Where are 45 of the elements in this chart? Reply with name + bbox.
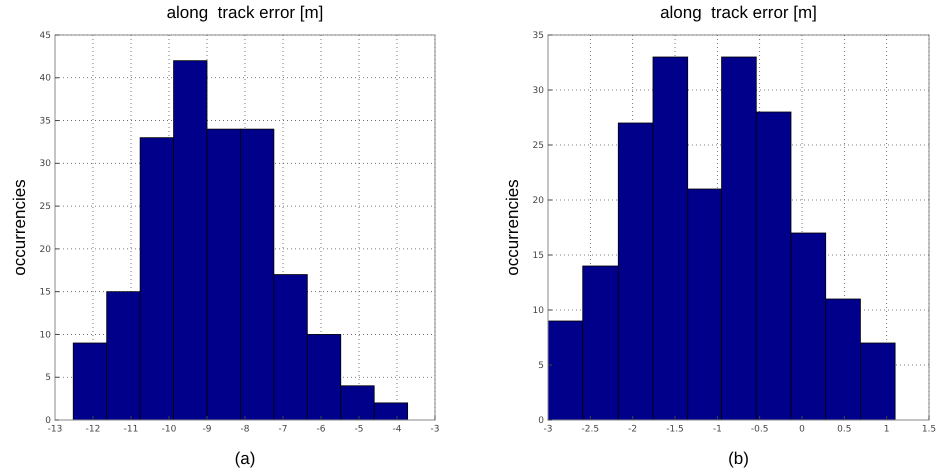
x-tick-label: -2 (628, 424, 638, 434)
x-tick-label: -13 (48, 424, 62, 434)
x-tick-label: 0 (799, 424, 806, 434)
y-tick-label: 10 (532, 306, 544, 316)
x-axis-title: (a) (234, 449, 256, 468)
y-tick-label: 10 (40, 330, 52, 340)
y-tick-label: 25 (40, 202, 51, 212)
y-tick-label: 15 (532, 250, 544, 261)
y-tick-label: 35 (40, 116, 51, 126)
y-tick-label: 40 (40, 74, 52, 84)
y-tick-label: 0 (45, 416, 52, 426)
y-tick-label: 30 (532, 86, 544, 96)
x-tick-label: -11 (124, 424, 138, 434)
x-tick-label: -6 (316, 424, 326, 434)
x-tick-label: -8 (240, 424, 250, 434)
y-axis-title: occurrencies (10, 179, 29, 276)
x-tick-label: -1.5 (666, 424, 684, 434)
x-tick-label: 1 (884, 424, 890, 434)
y-tick-label: 5 (538, 360, 544, 371)
x-tick-label: -9 (202, 424, 212, 434)
x-tick-label: -3 (430, 424, 440, 434)
chart-title: along track error [m] (660, 3, 817, 22)
x-tick-label: -5 (354, 424, 364, 434)
x-tick-label: -2.5 (582, 424, 600, 434)
y-tick-label: 20 (532, 196, 544, 206)
y-tick-label: 25 (532, 140, 544, 151)
x-tick-label: 1.5 (922, 424, 936, 434)
x-tick-label: -3 (544, 424, 552, 434)
x-tick-label: -10 (162, 424, 177, 434)
y-tick-label: 30 (40, 159, 52, 170)
x-tick-label: -12 (86, 424, 100, 434)
y-tick-label: 0 (538, 416, 544, 426)
y-tick-label: 5 (45, 373, 51, 384)
x-tick-label: 0.5 (837, 424, 852, 434)
y-tick-label: 20 (40, 244, 52, 255)
chart-title: along track error [m] (166, 3, 324, 22)
x-axis-title: (b) (728, 449, 749, 468)
x-tick-label: -0.5 (750, 424, 768, 434)
x-tick-label: -4 (392, 424, 402, 434)
y-tick-label: 45 (40, 30, 51, 41)
y-tick-label: 15 (40, 288, 51, 298)
x-tick-label: -1 (712, 424, 722, 434)
x-tick-label: -7 (278, 424, 288, 434)
y-tick-label: 35 (532, 30, 544, 41)
y-axis-title: occurrencies (503, 179, 522, 276)
